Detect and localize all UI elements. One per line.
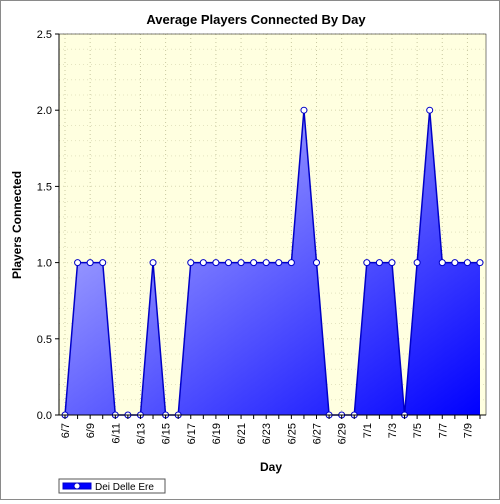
data-point <box>463 259 471 267</box>
data-point <box>149 259 157 267</box>
x-tick-label: 7/5 <box>412 423 424 438</box>
data-point <box>199 259 207 267</box>
y-tick-label: 1.5 <box>37 181 52 193</box>
y-tick-labels: 0.0 0.5 1.0 1.5 2.0 2.5 <box>37 29 59 422</box>
x-tick-label: 7/9 <box>462 423 474 438</box>
y-tick-label: 2.0 <box>37 105 52 117</box>
x-tick-label: 6/7 <box>60 423 72 438</box>
data-point <box>224 259 232 267</box>
legend-marker-icon <box>73 482 81 490</box>
data-point <box>86 259 94 267</box>
data-point <box>237 259 245 267</box>
data-point <box>187 259 195 267</box>
x-tick-label: 6/25 <box>286 423 298 444</box>
data-point <box>313 259 321 267</box>
data-point <box>99 259 107 267</box>
data-point <box>476 259 484 267</box>
x-tick-label: 6/19 <box>211 423 223 444</box>
x-tick-label: 6/21 <box>236 423 248 444</box>
x-tick-label: 6/29 <box>337 423 349 444</box>
data-point <box>451 259 459 267</box>
x-tick-labels: 6/7 6/9 6/11 6/13 6/15 6/17 6/19 6/21 6/23 6/25 6/… <box>60 415 481 444</box>
data-point <box>287 259 295 267</box>
y-tick-label: 2.5 <box>37 29 52 41</box>
axes <box>58 33 487 416</box>
x-tick-label: 7/3 <box>387 423 399 438</box>
data-point <box>363 259 371 267</box>
x-tick-label: 6/9 <box>85 423 97 438</box>
data-point <box>275 259 283 267</box>
y-tick-label: 0.0 <box>37 410 52 422</box>
data-point <box>375 259 383 267</box>
x-tick-label: 6/11 <box>110 423 122 444</box>
chart-title: Average Players Connected By Day <box>146 12 366 27</box>
series-points <box>61 106 484 419</box>
data-point <box>413 259 421 267</box>
plot-border <box>58 33 487 416</box>
x-tick-label: 6/13 <box>135 423 147 444</box>
y-tick-label: 1.0 <box>37 258 52 270</box>
data-point <box>262 259 270 267</box>
x-tick-label: 6/15 <box>161 423 173 444</box>
data-point <box>438 259 446 267</box>
data-point <box>250 259 258 267</box>
y-tick-label: 0.5 <box>37 334 52 346</box>
data-point <box>212 259 220 267</box>
data-point <box>388 259 396 267</box>
x-tick-label: 6/23 <box>261 423 273 444</box>
x-tick-label: 7/1 <box>362 423 374 438</box>
y-axis-title: Players Connected <box>10 171 24 279</box>
data-point <box>426 106 434 114</box>
legend: Dei Delle Ere <box>58 478 166 494</box>
legend-label: Dei Delle Ere <box>95 482 154 493</box>
series-area <box>65 110 480 415</box>
x-tick-label: 6/17 <box>186 423 198 444</box>
data-point <box>74 259 82 267</box>
x-tick-label: 7/7 <box>437 423 449 438</box>
x-axis-title: Day <box>260 460 282 474</box>
data-point <box>300 106 308 114</box>
x-tick-label: 6/27 <box>312 423 324 444</box>
